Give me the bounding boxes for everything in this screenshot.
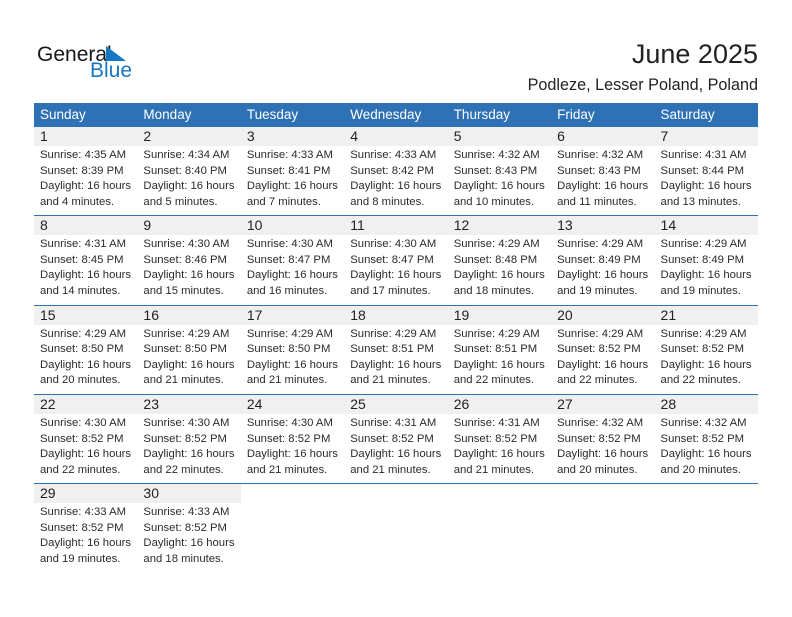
svg-text:Blue: Blue	[90, 59, 132, 82]
